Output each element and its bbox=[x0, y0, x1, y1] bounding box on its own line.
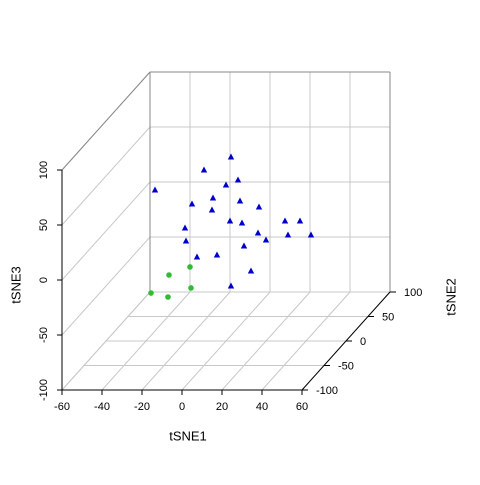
point bbox=[227, 282, 235, 289]
point bbox=[209, 194, 217, 201]
point bbox=[187, 264, 193, 270]
point bbox=[296, 217, 304, 224]
point bbox=[307, 231, 315, 238]
x-tick-label: -40 bbox=[94, 401, 110, 413]
box-edge bbox=[61, 71, 151, 171]
point bbox=[255, 203, 263, 210]
z-tick-label: 100 bbox=[38, 161, 50, 179]
point bbox=[165, 294, 171, 300]
z-tick-label: 50 bbox=[38, 219, 50, 231]
point bbox=[208, 206, 216, 213]
point bbox=[236, 197, 244, 204]
y-tick-label: -50 bbox=[338, 360, 354, 372]
point bbox=[181, 224, 189, 231]
point bbox=[227, 153, 235, 160]
x-tick-label: 20 bbox=[216, 401, 228, 413]
point bbox=[213, 251, 221, 258]
y-tick-label: 0 bbox=[360, 336, 366, 348]
y-tick-label: -100 bbox=[316, 385, 338, 397]
y-tick-label: 50 bbox=[382, 311, 394, 323]
point bbox=[262, 236, 270, 243]
point bbox=[166, 272, 172, 278]
z-tick-label: 0 bbox=[38, 277, 50, 283]
x-tick-label: 40 bbox=[256, 401, 268, 413]
x-tick-label: 0 bbox=[179, 401, 185, 413]
y-axis-title: tSNE2 bbox=[443, 278, 458, 316]
point bbox=[254, 229, 262, 236]
point bbox=[234, 176, 242, 183]
point bbox=[238, 219, 246, 226]
x-tick-label: -60 bbox=[54, 401, 70, 413]
point bbox=[240, 242, 248, 249]
point bbox=[247, 267, 255, 274]
point bbox=[284, 231, 292, 238]
point bbox=[200, 166, 208, 173]
grid-line bbox=[61, 181, 151, 281]
x-tick-label: 60 bbox=[296, 401, 308, 413]
point bbox=[226, 217, 234, 224]
x-axis-title: tSNE1 bbox=[169, 428, 207, 443]
z-tick-label: -50 bbox=[38, 327, 50, 343]
grid-line bbox=[61, 291, 151, 391]
point bbox=[281, 217, 289, 224]
point bbox=[188, 200, 196, 207]
y-tick-label: 100 bbox=[404, 287, 422, 299]
point bbox=[151, 186, 159, 193]
z-tick-label: -100 bbox=[38, 379, 50, 401]
x-tick-label: -20 bbox=[134, 401, 150, 413]
grid-line bbox=[61, 236, 151, 336]
point bbox=[193, 253, 201, 260]
grid-line bbox=[61, 126, 151, 226]
point bbox=[148, 290, 154, 296]
point bbox=[188, 285, 194, 291]
point bbox=[222, 181, 230, 188]
z-axis-title: tSNE3 bbox=[8, 266, 23, 304]
point bbox=[182, 237, 190, 244]
